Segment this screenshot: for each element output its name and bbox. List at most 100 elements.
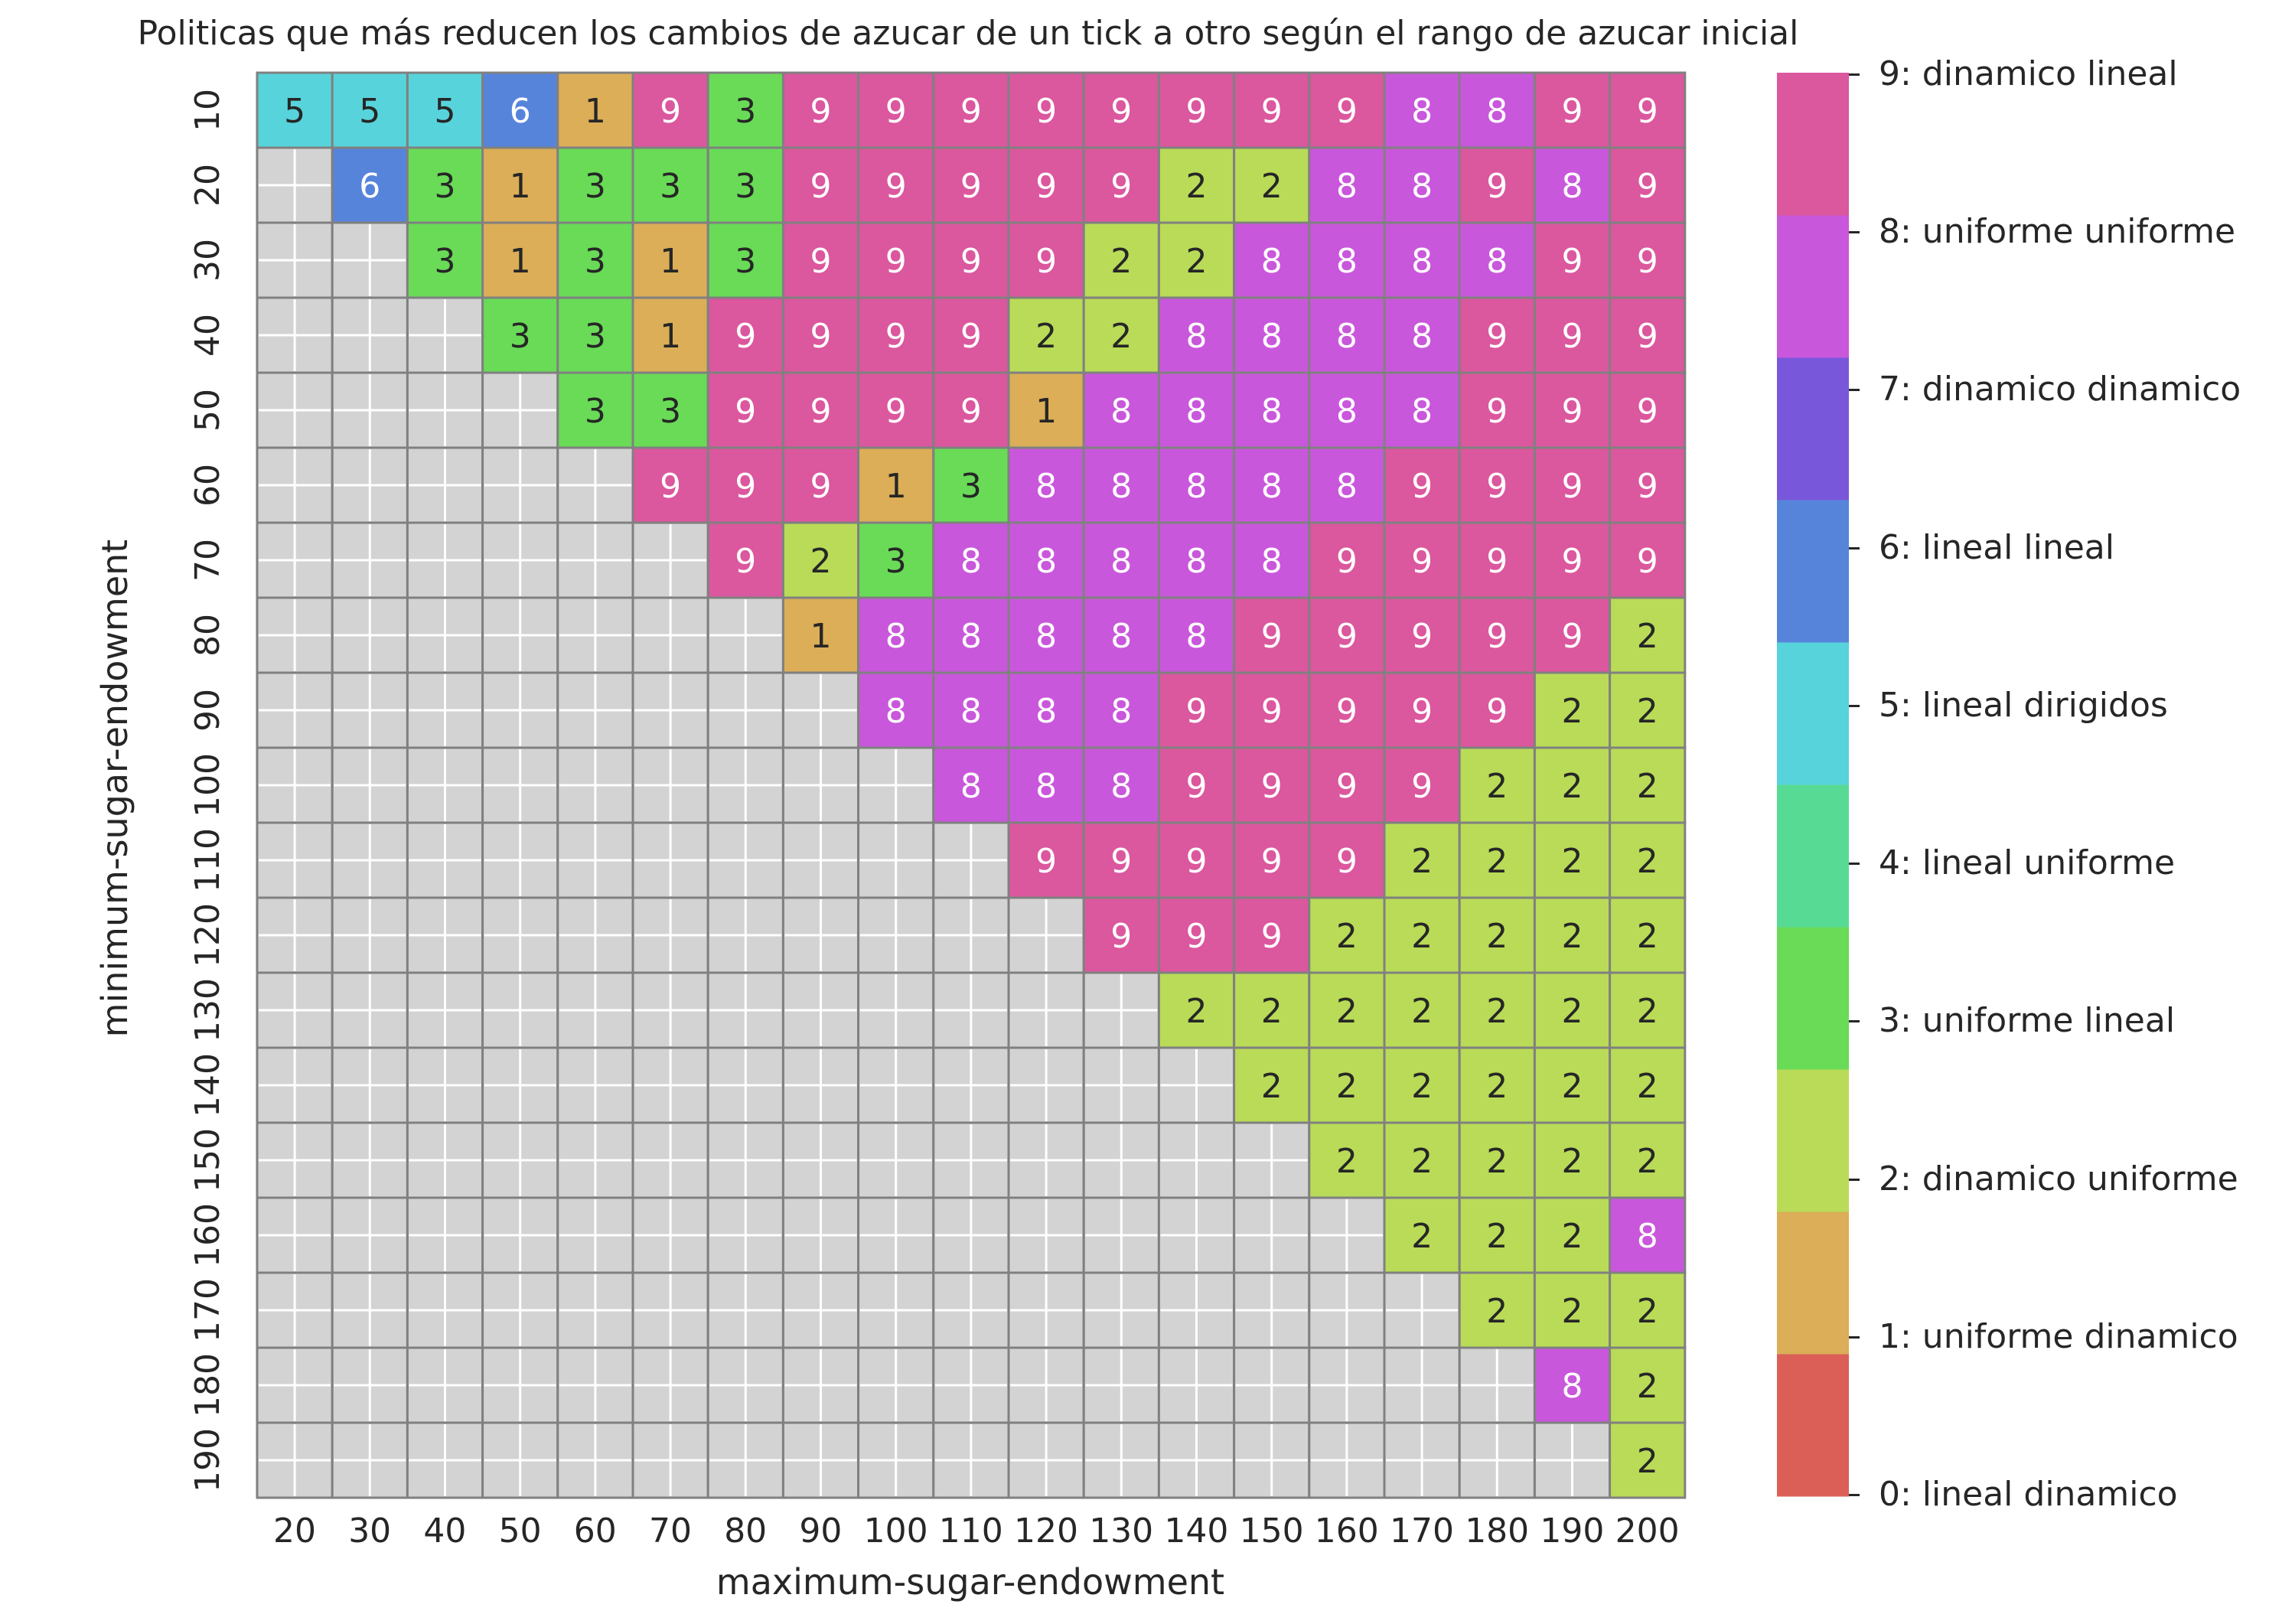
colorbar-tick-label: 4: lineal uniforme [1879, 843, 2176, 883]
empty-cell [331, 1046, 409, 1124]
empty-cell [256, 746, 334, 824]
empty-cell [781, 1271, 860, 1349]
heatmap-cell [932, 371, 1010, 449]
heatmap-cell [1609, 221, 1687, 299]
heatmap-cell [706, 221, 784, 299]
heatmap-cell [1308, 896, 1386, 974]
cell-value-label: 9 [1562, 317, 1583, 356]
empty-cell [406, 596, 484, 674]
heatmap-cell [1383, 1196, 1461, 1274]
empty-cell [1458, 1421, 1536, 1499]
cell-value-label: 9 [1336, 692, 1358, 731]
heatmap-cell [1082, 446, 1160, 524]
cell-value-label: 9 [1035, 842, 1057, 881]
cell-value-label: 9 [1411, 767, 1433, 806]
cell-value-label: 3 [735, 92, 756, 131]
cell-value-label: 2 [1637, 767, 1658, 806]
empty-cell [932, 1196, 1010, 1274]
heatmap-cell [1458, 521, 1536, 599]
cell-value-label: 2 [1637, 692, 1658, 731]
cell-value-label: 1 [510, 167, 531, 206]
empty-cell [932, 1421, 1010, 1499]
empty-cell [556, 896, 634, 974]
cell-value-label: 9 [1035, 242, 1057, 281]
heatmap-cell [1157, 71, 1236, 149]
heatmap-cell [932, 746, 1010, 824]
heatmap-cell [1609, 1196, 1687, 1274]
cell-value-label: 5 [284, 92, 305, 131]
cell-value-label: 8 [1336, 242, 1358, 281]
empty-cell [1082, 1346, 1160, 1424]
cell-value-label: 9 [885, 92, 907, 131]
cell-value-label: 2 [1562, 1292, 1583, 1331]
x-tick-label: 170 [1390, 1511, 1454, 1551]
empty-cell [631, 746, 709, 824]
cell-value-label: 9 [960, 242, 982, 281]
cell-value-label: 9 [1035, 167, 1057, 206]
heatmap-cell [1458, 371, 1536, 449]
empty-cell [331, 221, 409, 299]
heatmap-cell [1082, 221, 1160, 299]
cell-value-label: 2 [1486, 842, 1508, 881]
cell-value-label: 9 [1336, 617, 1358, 656]
heatmap-cell [781, 71, 860, 149]
heatmap-cell [1233, 221, 1311, 299]
heatmap-cell [1533, 371, 1612, 449]
empty-cell [1458, 1346, 1536, 1424]
cell-value-label: 1 [510, 242, 531, 281]
empty-cell [706, 746, 784, 824]
heatmap-cell [932, 296, 1010, 374]
x-tick-label: 20 [273, 1511, 316, 1551]
empty-cell [932, 821, 1010, 899]
cell-value-label: 8 [885, 617, 907, 656]
colorbar-tick-mark [1849, 1178, 1860, 1181]
empty-cell [706, 821, 784, 899]
empty-cell [631, 1121, 709, 1199]
y-axis-label: minimum-sugar-endowment [94, 539, 135, 1038]
cell-value-label: 9 [1637, 167, 1658, 206]
heatmap-cell [1082, 821, 1160, 899]
cell-value-label: 9 [735, 317, 756, 356]
cell-value-label: 2 [1562, 842, 1583, 881]
cell-value-label: 9 [735, 467, 756, 506]
empty-cell [481, 446, 559, 524]
empty-cell [256, 221, 334, 299]
empty-cell [1007, 1046, 1085, 1124]
colorbar-tick-mark [1849, 389, 1860, 392]
empty-cell [631, 821, 709, 899]
x-tick-label: 50 [498, 1511, 542, 1551]
heatmap-cell [556, 371, 634, 449]
empty-cell [256, 971, 334, 1049]
empty-cell [256, 521, 334, 599]
empty-cell [1007, 1271, 1085, 1349]
empty-cell [1007, 1421, 1085, 1499]
cell-value-label: 9 [810, 167, 832, 206]
empty-cell [932, 1121, 1010, 1199]
heatmap-cell [1533, 1271, 1612, 1349]
heatmap-cell [932, 596, 1010, 674]
empty-cell [256, 821, 334, 899]
cell-value-label: 9 [960, 92, 982, 131]
empty-cell [256, 1271, 334, 1349]
empty-cell [857, 896, 935, 974]
cell-value-label: 9 [1336, 842, 1358, 881]
cell-value-label: 2 [1486, 1142, 1508, 1181]
heatmap-cell [1157, 521, 1236, 599]
cell-value-label: 2 [1562, 1067, 1583, 1106]
heatmap-cell [1007, 821, 1085, 899]
cell-value-label: 2 [1637, 842, 1658, 881]
cell-value-label: 8 [1261, 392, 1283, 431]
heatmap-cell [1233, 671, 1311, 749]
colorbar-tick-label: 9: dinamico lineal [1879, 54, 2178, 93]
empty-cell [481, 1346, 559, 1424]
heatmap-cell [781, 221, 860, 299]
cell-value-label: 2 [1110, 317, 1132, 356]
cell-value-label: 8 [1261, 542, 1283, 581]
colorbar-tick-mark [1849, 231, 1860, 234]
heatmap-cell [1157, 146, 1236, 224]
empty-cell [406, 296, 484, 374]
cell-value-label: 2 [1261, 992, 1283, 1031]
cell-value-label: 8 [1035, 692, 1057, 731]
y-tick-label: 190 [188, 1428, 227, 1492]
cell-value-label: 2 [1186, 167, 1208, 206]
